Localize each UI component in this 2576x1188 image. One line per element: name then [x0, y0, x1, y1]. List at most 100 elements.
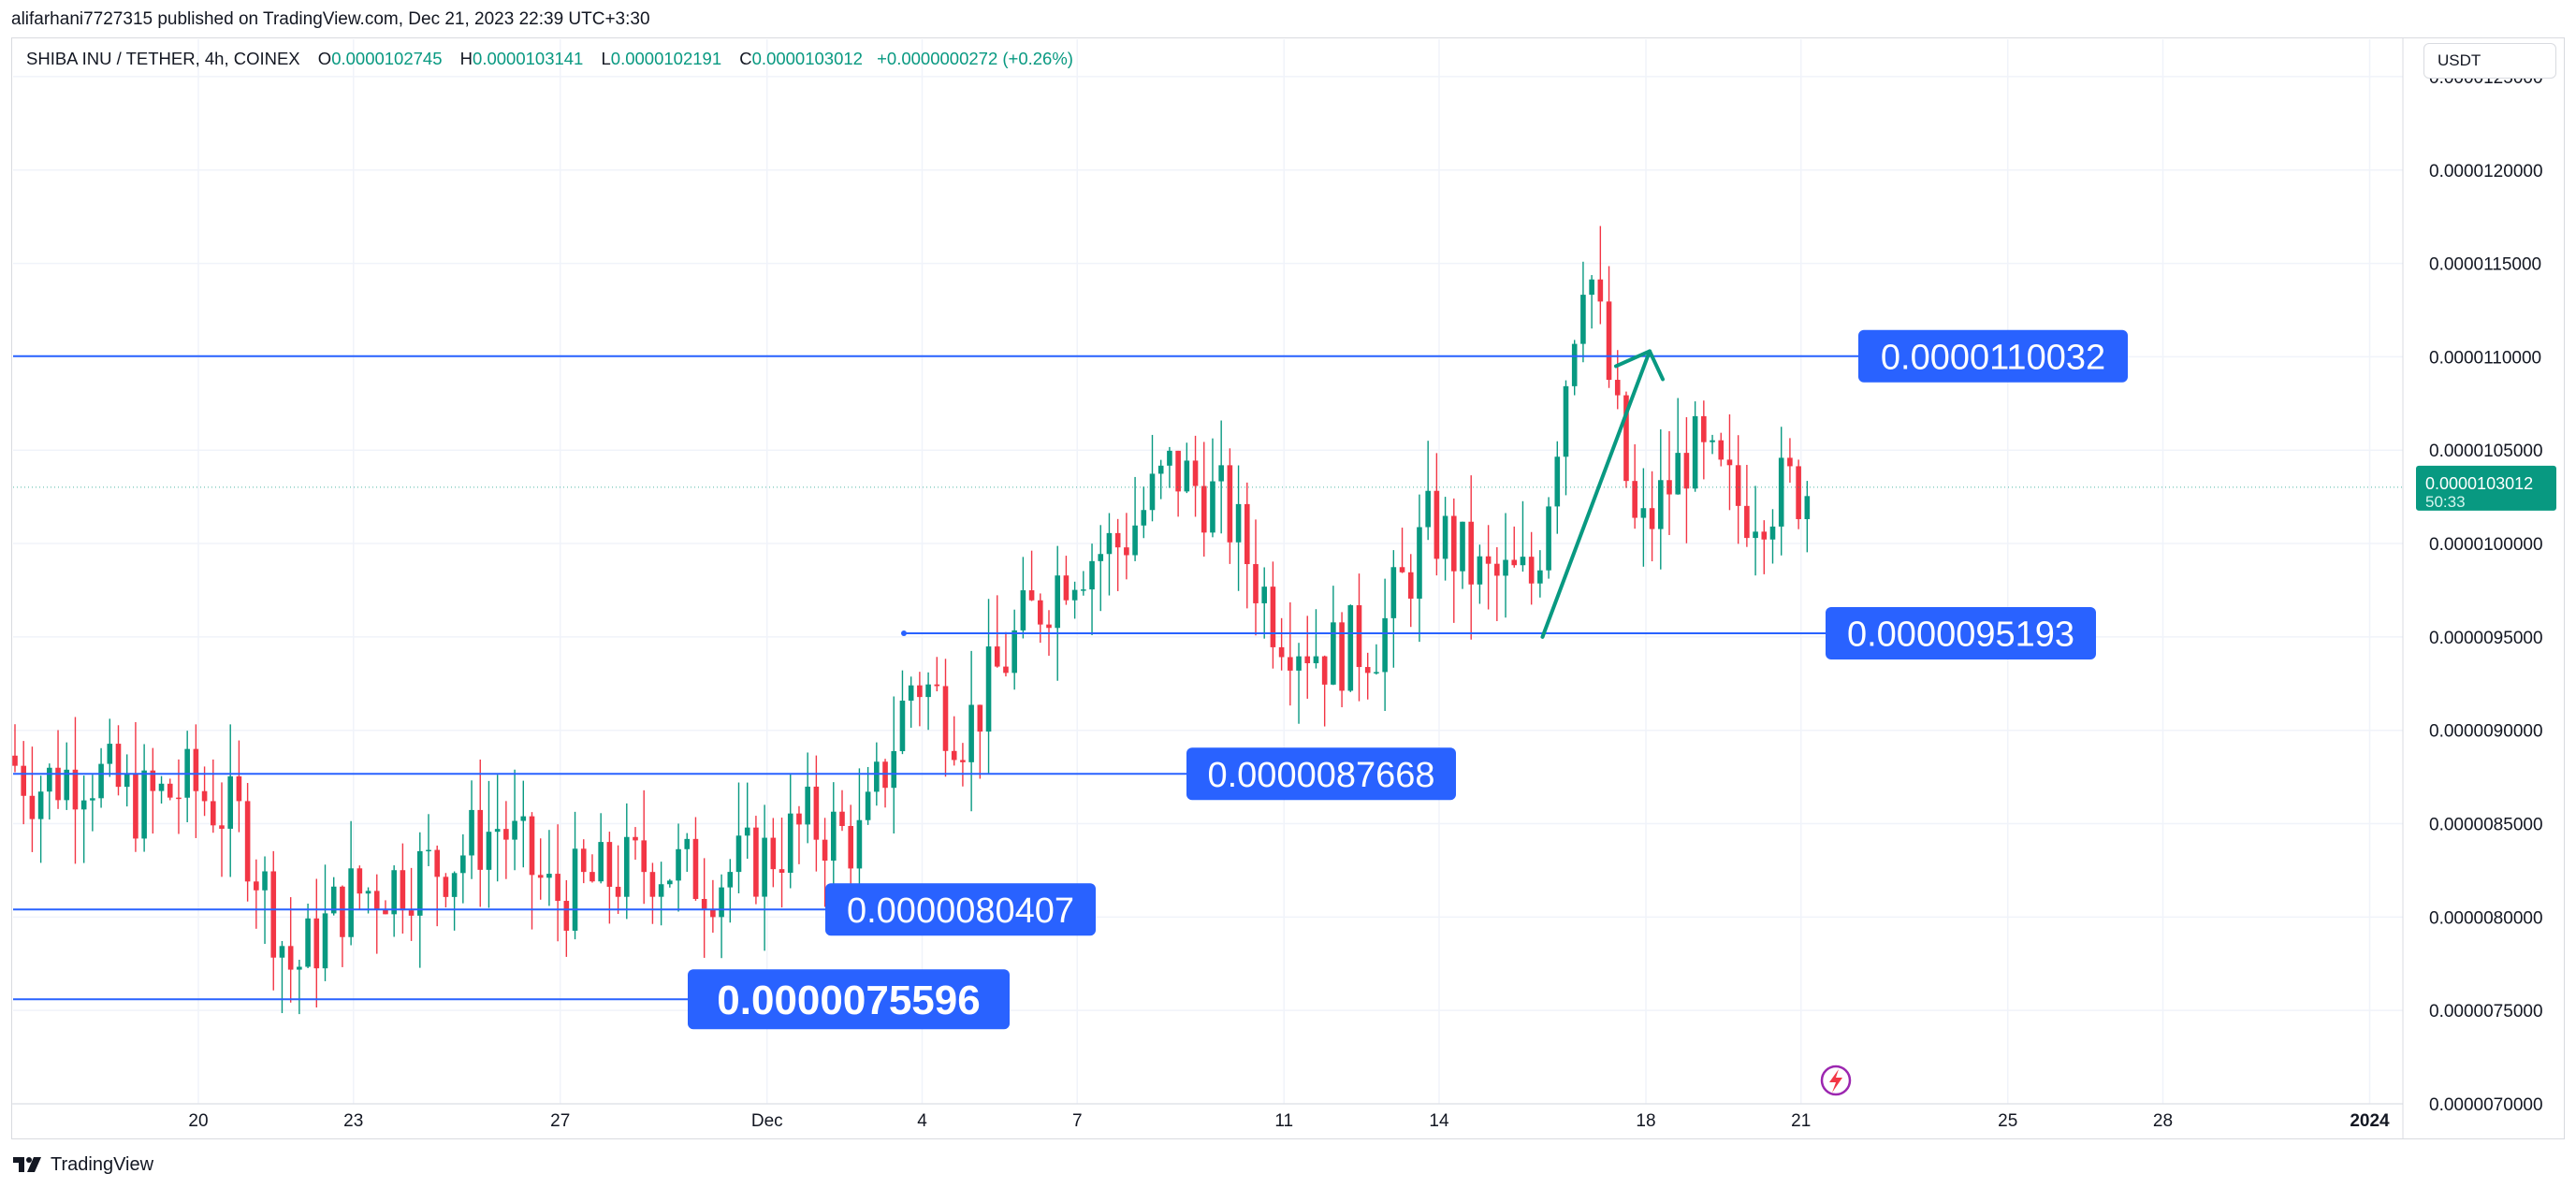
trend-arrow-head[interactable]	[1614, 349, 1665, 382]
candle-body	[1304, 656, 1311, 663]
candle-body	[1141, 510, 1147, 526]
candle-body	[72, 769, 79, 810]
candle-body	[908, 685, 914, 702]
candle-body	[692, 838, 699, 900]
candle-body	[1511, 559, 1518, 566]
candle-body	[658, 884, 664, 897]
horizontal-levels[interactable]: 0.0000110032 0.0000095193 0.0000087668 0.00…	[13, 329, 2403, 1030]
candle-body	[1071, 589, 1078, 601]
candle-body	[477, 809, 484, 870]
candle-body	[1683, 453, 1690, 489]
candle-body	[942, 686, 949, 751]
x-tick-label: 25	[1998, 1111, 2017, 1131]
change-value: +0.0000000272 (+0.26%)	[877, 49, 1073, 68]
candle-body	[1753, 531, 1758, 539]
candle-body	[1046, 624, 1052, 629]
candle-body	[874, 761, 880, 792]
candle-body	[830, 811, 837, 862]
candle-body	[1571, 343, 1578, 386]
candle-body	[1580, 295, 1586, 344]
candle-body	[21, 765, 27, 796]
level-label-box[interactable]	[1858, 329, 2128, 383]
candle-body	[925, 684, 931, 698]
candle-body	[176, 797, 182, 800]
candle-body	[1606, 301, 1612, 381]
level-label-box[interactable]	[688, 969, 1010, 1030]
candle-body	[710, 909, 716, 918]
candle-body	[29, 795, 36, 819]
candle-body	[262, 871, 268, 891]
open-value: 0.0000102745	[331, 49, 443, 68]
y-tick-label: 0.0000110000	[2429, 348, 2541, 368]
level-label-box[interactable]	[1826, 607, 2096, 660]
candle-body	[1778, 457, 1784, 527]
candle-body	[1374, 672, 1379, 674]
candle-body	[1735, 465, 1741, 506]
candle-body	[416, 850, 423, 916]
level-anchor-point[interactable]	[901, 630, 907, 637]
candle-body	[244, 801, 251, 882]
candle-body	[1114, 532, 1121, 548]
candle-body	[555, 874, 560, 902]
candle-body	[305, 918, 311, 967]
candle-body	[1485, 556, 1492, 564]
x-tick-label: 4	[917, 1111, 927, 1131]
candle-body	[1167, 450, 1172, 466]
level-label-box[interactable]	[825, 883, 1096, 936]
x-tick-label: 11	[1274, 1111, 1293, 1131]
candle-body	[98, 763, 104, 799]
candle-body	[848, 825, 854, 869]
candle-body	[546, 874, 552, 878]
lightning-icon[interactable]	[1820, 1065, 1852, 1096]
level-label-box[interactable]	[1186, 747, 1456, 801]
candle-body	[201, 790, 208, 802]
candle-body	[1321, 656, 1328, 685]
candle-body	[589, 872, 595, 882]
candle-body	[1132, 525, 1138, 556]
candle-body	[1063, 575, 1070, 601]
trend-arrow[interactable]	[1540, 349, 1665, 639]
candle-body	[1640, 508, 1647, 518]
candle-body	[227, 775, 234, 829]
candle-body	[210, 801, 216, 826]
candle-body	[667, 880, 673, 885]
candle-body	[503, 829, 509, 840]
currency-button[interactable]: USDT	[2423, 43, 2556, 79]
tradingview-logo-icon	[13, 1157, 41, 1172]
candle-body	[805, 786, 810, 825]
candle-body	[968, 704, 974, 762]
high-value: 0.0000103141	[473, 49, 584, 68]
candle-body	[1227, 465, 1233, 543]
x-tick-label: 28	[2153, 1111, 2173, 1131]
candle-body	[1546, 506, 1551, 571]
level-label: 0.0000110032	[1881, 338, 2105, 377]
candle-body	[1407, 572, 1414, 599]
candle-body	[1701, 415, 1707, 442]
candle-body	[1649, 508, 1655, 529]
candle-body	[735, 835, 742, 873]
candle-body	[1356, 605, 1362, 668]
candle-body	[1210, 481, 1215, 533]
candle-body	[434, 849, 441, 877]
candle-body	[279, 946, 285, 958]
trend-arrow-line[interactable]	[1540, 349, 1652, 639]
candle-body	[1184, 460, 1190, 492]
grid	[13, 39, 2403, 1105]
candle-body	[649, 872, 656, 897]
chart-frame	[11, 37, 2565, 1139]
candle-body	[753, 827, 759, 897]
candle-body	[1270, 587, 1276, 647]
candle-body	[1296, 656, 1302, 671]
candle-body	[236, 775, 242, 802]
candle-body	[580, 848, 587, 873]
y-tick-label: 0.0000090000	[2429, 722, 2543, 742]
candle-body	[1028, 590, 1035, 601]
candle-body	[1157, 465, 1164, 474]
candle-body	[719, 887, 724, 918]
candle-body	[994, 646, 1000, 667]
y-tick-label: 0.0000085000	[2429, 816, 2543, 835]
candle-body	[822, 839, 828, 862]
candle-body	[615, 887, 621, 897]
